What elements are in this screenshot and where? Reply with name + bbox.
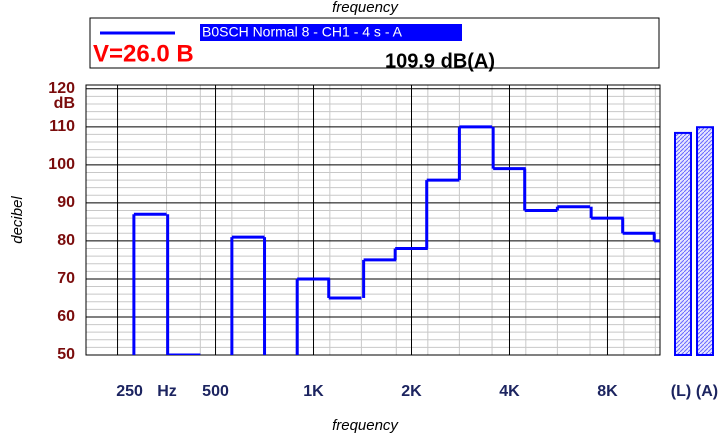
legend-label-bg <box>200 24 462 41</box>
x-axis-label: frequency <box>332 417 399 434</box>
y-tick-label: 90 <box>57 194 75 211</box>
top-axis-label: frequency <box>332 0 399 16</box>
x-unit: Hz <box>157 383 177 400</box>
legend-label: B0SCH Normal 8 - CH1 - 4 s - A <box>202 24 403 40</box>
y-unit: dB <box>54 95 75 112</box>
voltage-label: V=26.0 B <box>93 40 194 67</box>
y-axis-label: decibel <box>9 196 26 244</box>
y-tick-label: 50 <box>57 346 75 363</box>
y-tick-label: 100 <box>48 156 75 173</box>
y-tick-label: 120 <box>48 80 75 97</box>
overall-label: (L) <box>671 383 691 400</box>
x-tick-label: 2K <box>401 383 422 400</box>
plot-border <box>85 84 661 356</box>
x-tick-label: 8K <box>597 383 618 400</box>
x-tick-label: 250 <box>116 383 143 400</box>
spectrum <box>132 125 660 355</box>
overall-bar <box>674 131 692 356</box>
y-tick-label: 80 <box>57 232 75 249</box>
y-tick-label: 70 <box>57 270 75 287</box>
x-tick-label: 1K <box>303 383 324 400</box>
overall-label: (A) <box>696 383 718 400</box>
y-tick-label: 60 <box>57 308 75 325</box>
y-tick-label: 110 <box>49 118 75 135</box>
x-tick-label: 4K <box>499 383 520 400</box>
level-label: 109.9 dB(A) <box>385 50 495 72</box>
overall-bar <box>696 126 714 356</box>
x-tick-label: 500 <box>202 383 229 400</box>
